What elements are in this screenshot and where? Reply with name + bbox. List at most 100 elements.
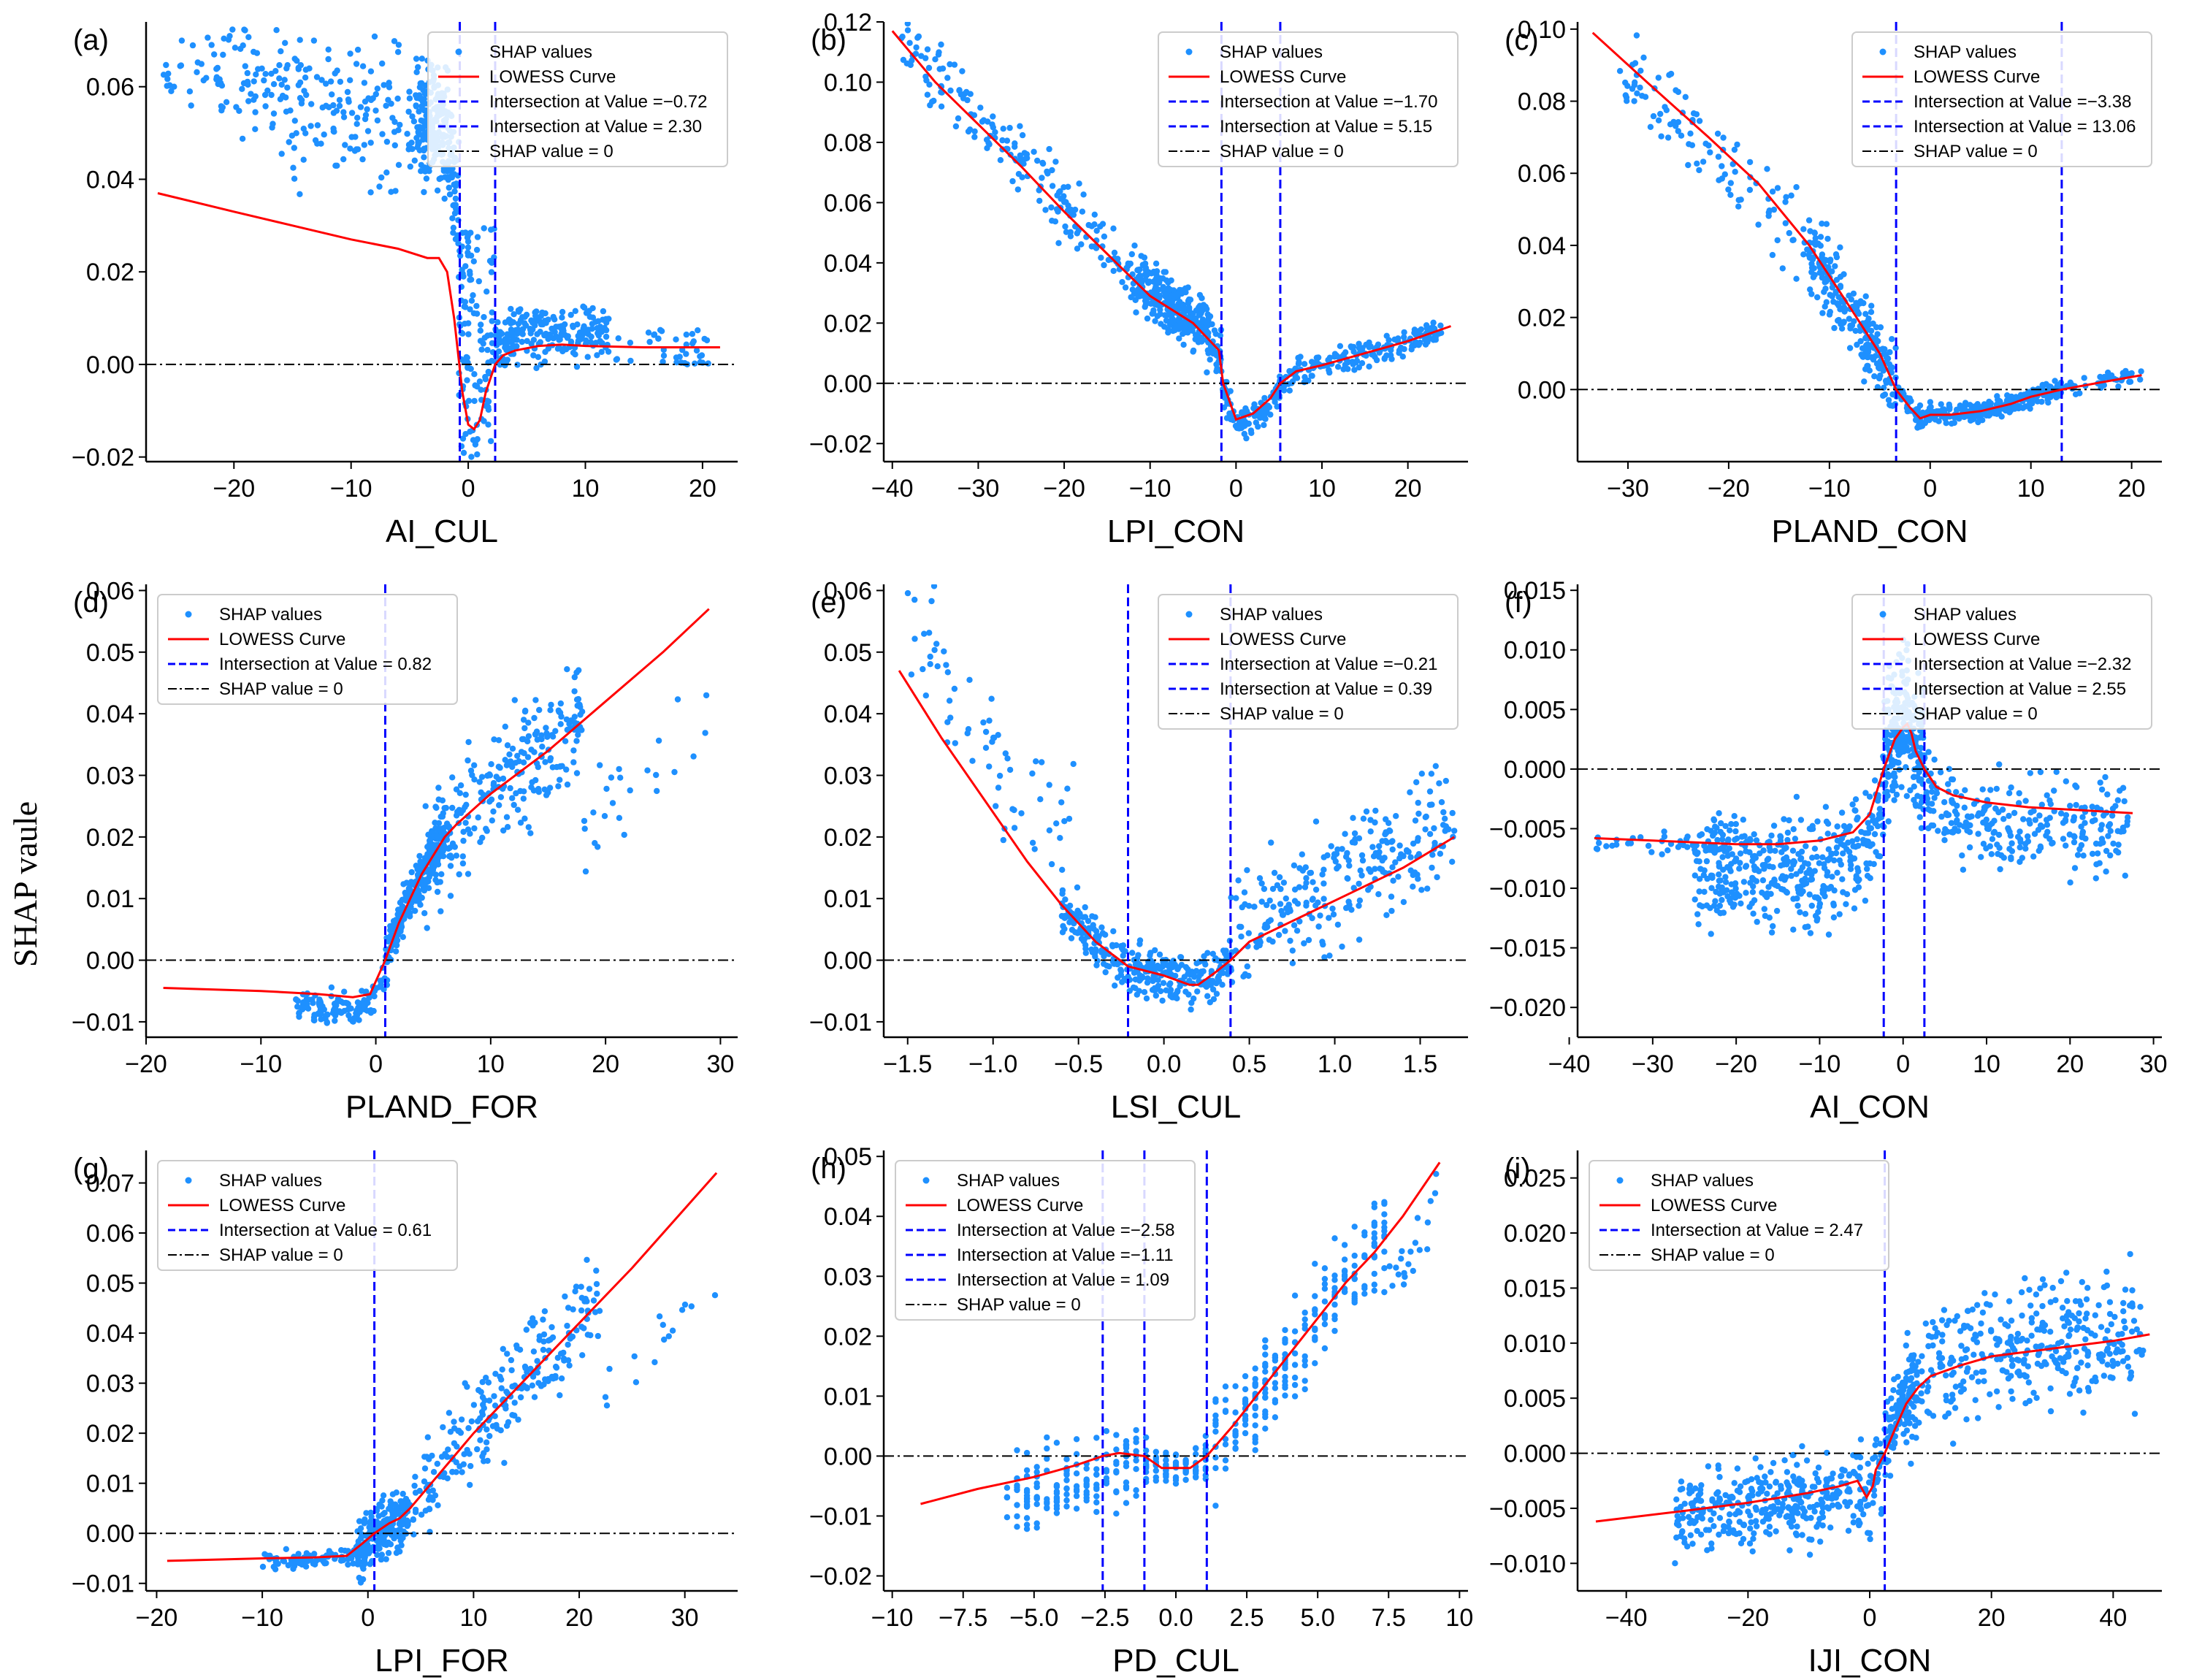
- shap-point: [164, 75, 171, 83]
- shap-point: [1727, 191, 1734, 198]
- shap-point: [467, 229, 474, 236]
- shap-point: [514, 330, 521, 337]
- shap-point: [1235, 877, 1242, 884]
- shap-point: [547, 755, 554, 762]
- shap-point: [1707, 149, 1713, 156]
- shap-point: [1981, 806, 1988, 813]
- shap-point: [2011, 809, 2018, 817]
- shap-point: [521, 709, 529, 715]
- shap-point: [1966, 829, 1973, 836]
- shap-point: [353, 121, 360, 127]
- shap-point: [921, 630, 928, 637]
- shap-point: [242, 63, 248, 69]
- shap-point: [1070, 760, 1077, 768]
- shap-point: [1852, 305, 1859, 313]
- shap-point: [1876, 806, 1884, 812]
- shap-point: [468, 454, 475, 460]
- shap-point: [1877, 324, 1884, 331]
- shap-point: [581, 323, 587, 329]
- shap-point: [980, 719, 987, 726]
- shap-point: [427, 841, 433, 848]
- shap-point: [462, 299, 469, 305]
- shap-point: [291, 118, 298, 124]
- shap-point: [1865, 348, 1872, 356]
- shap-point: [1655, 75, 1662, 81]
- shap-point: [1848, 296, 1854, 303]
- shap-point: [1833, 844, 1841, 851]
- shap-point: [1119, 279, 1125, 286]
- shap-point: [435, 784, 442, 791]
- shap-point: [1716, 810, 1722, 817]
- shap-point: [1356, 936, 1363, 943]
- shap-point: [1333, 352, 1340, 359]
- shap-point: [1876, 375, 1883, 382]
- lowess-curve: [898, 670, 1456, 986]
- x-tick-label: −20: [125, 1050, 167, 1078]
- shap-point: [1682, 93, 1689, 100]
- shap-point: [449, 171, 456, 177]
- shap-point: [539, 309, 546, 316]
- shap-point: [1737, 850, 1744, 857]
- shap-point: [434, 858, 441, 864]
- shap-point: [936, 49, 942, 56]
- shap-point: [1078, 930, 1085, 936]
- shap-point: [1160, 980, 1167, 987]
- shap-point: [502, 757, 508, 763]
- shap-point: [2031, 831, 2038, 837]
- shap-point: [1793, 275, 1800, 282]
- shap-point: [1637, 84, 1643, 91]
- shap-point: [1952, 414, 1958, 421]
- shap-point: [2036, 812, 2043, 819]
- shap-point: [1350, 814, 1356, 822]
- shap-point: [2105, 833, 2111, 839]
- shap-point: [418, 168, 424, 175]
- shap-point: [1659, 851, 1665, 858]
- shap-point: [1884, 771, 1891, 778]
- shap-point: [1624, 98, 1630, 104]
- shap-point: [1716, 902, 1723, 909]
- shap-point: [2094, 850, 2101, 857]
- shap-point: [1395, 335, 1402, 342]
- shap-point: [2114, 797, 2121, 803]
- shap-point: [936, 66, 943, 72]
- legend-entry-label: LOWESS Curve: [1914, 67, 2040, 87]
- shap-point: [1702, 847, 1709, 854]
- shap-point: [2089, 850, 2096, 858]
- y-tick-label: 0.08: [824, 129, 872, 157]
- x-tick-label: −40: [871, 475, 914, 503]
- shap-point: [2110, 840, 2117, 847]
- shap-point: [1330, 911, 1337, 918]
- shap-point: [2103, 847, 2110, 855]
- shap-point: [984, 145, 990, 151]
- shap-point: [697, 353, 703, 359]
- shap-point: [1731, 813, 1738, 820]
- shap-point: [1777, 833, 1784, 839]
- shap-point: [1784, 829, 1792, 836]
- shap-point: [407, 163, 413, 170]
- shap-point: [2005, 825, 2011, 832]
- shap-point: [995, 732, 1001, 738]
- shap-point: [1219, 982, 1226, 988]
- shap-point: [561, 345, 567, 352]
- shap-point: [481, 418, 487, 424]
- shap-point: [1803, 880, 1810, 887]
- shap-point: [1822, 286, 1829, 292]
- shap-point: [2022, 845, 2029, 852]
- shap-point: [951, 685, 958, 692]
- plot-area: [884, 584, 1468, 1037]
- shap-point: [1202, 324, 1209, 331]
- shap-point: [2016, 790, 2022, 797]
- shap-point: [573, 363, 581, 370]
- shap-point: [1034, 157, 1041, 164]
- shap-point: [1975, 831, 1981, 837]
- shap-point: [485, 421, 492, 428]
- shap-point: [1716, 846, 1723, 852]
- shap-point: [495, 737, 502, 744]
- shap-point: [1800, 251, 1807, 258]
- x-axis-label: AI_CUL: [386, 513, 498, 549]
- shap-point: [1770, 822, 1778, 829]
- shap-point: [1293, 928, 1301, 934]
- shap-point: [1764, 166, 1770, 172]
- shap-point: [447, 863, 454, 869]
- shap-point: [1117, 971, 1125, 978]
